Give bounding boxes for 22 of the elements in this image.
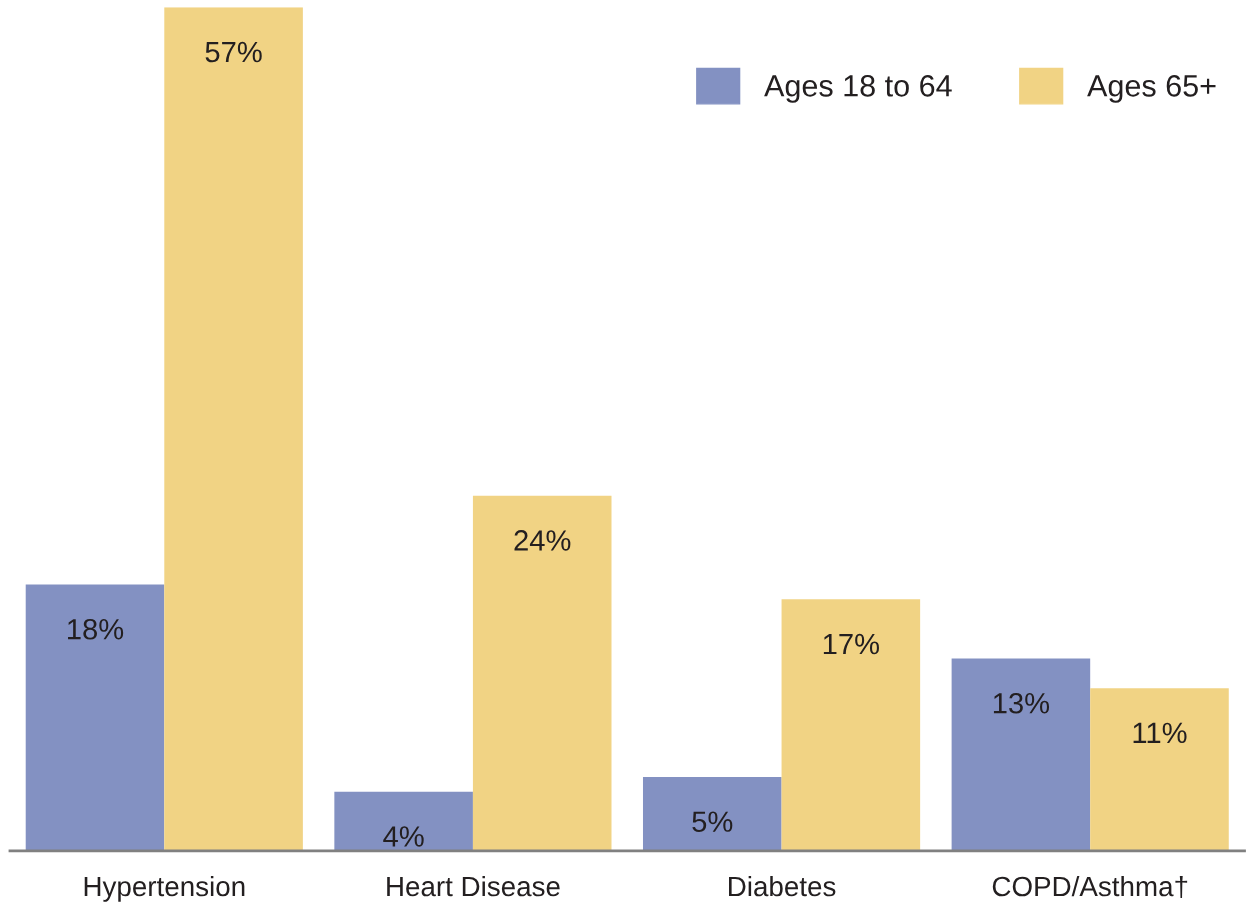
bar [472,495,612,851]
data-label: 57% [205,41,262,63]
data-label: 4% [383,826,424,847]
data-label: 18% [68,618,124,640]
bar [164,7,303,851]
bar [1090,688,1229,851]
data-label: 24% [514,530,571,551]
data-label: 5% [692,811,733,832]
bar [951,658,1091,851]
legend-label: Ages 65+ [1087,75,1216,103]
bar [334,791,473,851]
data-label: 13% [993,692,1050,714]
data-label: 17% [823,633,879,655]
x-tick-label: COPD/Asthma† [992,875,1188,898]
x-tick-label: Diabetes [729,875,836,897]
legend-label: Ages 18 to 64 [764,75,952,103]
x-tick-label: Hypertension [84,875,245,902]
bar [642,776,782,851]
data-label: 11% [1133,722,1187,744]
x-tick-label: Heart Disease [387,875,560,897]
bar [781,599,921,851]
bar [25,584,165,851]
